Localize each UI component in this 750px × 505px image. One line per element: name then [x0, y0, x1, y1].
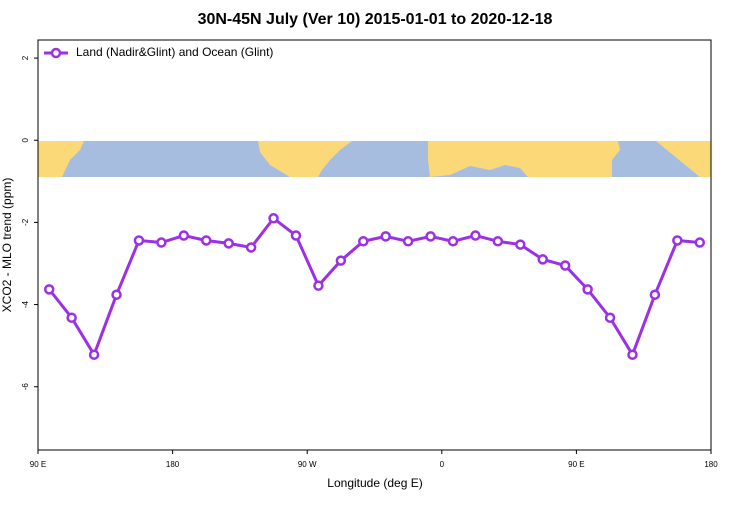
- data-point: [515, 239, 526, 250]
- data-point: [470, 230, 481, 241]
- data-point: [402, 236, 414, 247]
- x-tick-label: 0: [440, 460, 445, 469]
- y-tick-label: -2: [21, 218, 30, 226]
- chart-title: 30N-45N July (Ver 10) 2015-01-01 to 2020…: [198, 11, 553, 28]
- data-point: [223, 238, 234, 249]
- data-point: [268, 213, 279, 224]
- data-point: [604, 312, 616, 323]
- world-map-band: [38, 141, 711, 177]
- data-point: [694, 237, 706, 248]
- data-point: [43, 284, 55, 295]
- data-point: [672, 235, 683, 246]
- legend-marker: [50, 47, 62, 59]
- legend-label: Land (Nadir&Glint) and Ocean (Glint): [76, 45, 273, 59]
- data-point: [201, 235, 212, 246]
- x-tick-label: 90 W: [298, 460, 317, 469]
- data-point: [425, 231, 436, 242]
- data-line: [48, 216, 700, 359]
- x-axis-label: Longitude (deg E): [327, 476, 422, 490]
- data-point: [627, 349, 638, 360]
- data-point: [559, 260, 571, 271]
- data-point: [358, 236, 369, 247]
- data-point: [380, 231, 391, 242]
- x-tick-label: 90 E: [568, 460, 584, 469]
- data-point: [88, 349, 100, 360]
- y-tick-label: 0: [21, 137, 30, 142]
- x-tick-label: 180: [704, 460, 718, 469]
- y-tick-label: -6: [21, 383, 30, 391]
- data-point: [290, 230, 302, 241]
- data-point: [156, 237, 167, 248]
- data-point: [537, 254, 548, 265]
- data-point: [447, 236, 459, 247]
- y-tick-label: 2: [21, 55, 30, 60]
- y-tick-label: -4: [21, 300, 30, 308]
- data-point: [66, 312, 77, 323]
- x-tick-label: 180: [166, 460, 180, 469]
- data-point: [111, 289, 122, 300]
- y-axis-label: XCO2 - MLO trend (ppm): [0, 178, 14, 313]
- data-point: [335, 255, 347, 266]
- x-tick-label: 90 E: [30, 460, 46, 469]
- data-point: [178, 230, 190, 241]
- data-point: [313, 280, 324, 291]
- data-point: [582, 284, 593, 295]
- data-point: [492, 236, 504, 247]
- data-point: [245, 242, 257, 253]
- plot-frame: [37, 39, 712, 451]
- data-point: [649, 289, 661, 300]
- data-point: [133, 235, 145, 246]
